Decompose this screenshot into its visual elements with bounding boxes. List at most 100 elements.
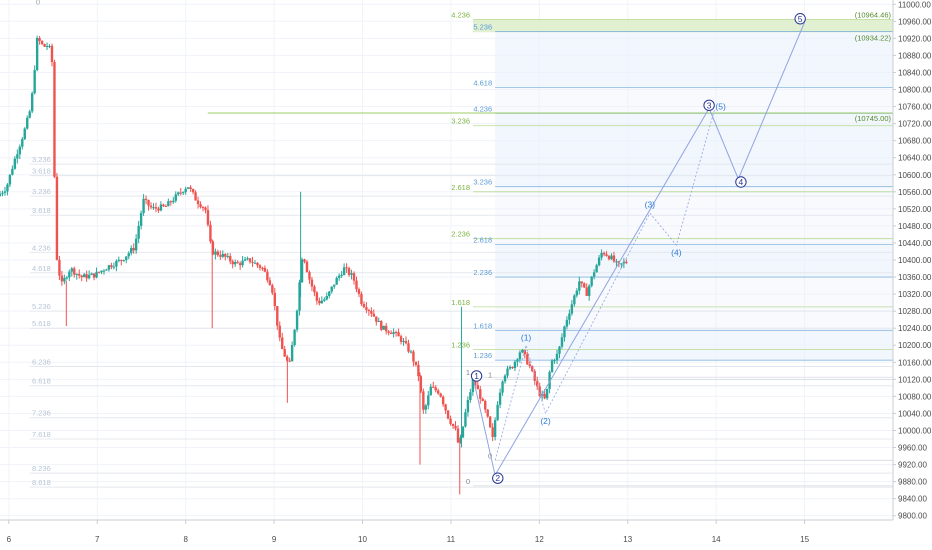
candle-body: [397, 332, 400, 337]
candle-body: [352, 273, 356, 281]
candle-body: [382, 325, 385, 330]
fib-projection-label: 4.236: [451, 11, 470, 20]
candle-body: [134, 238, 138, 251]
candle-body: [496, 404, 499, 421]
candle-body: [216, 251, 220, 256]
wave-circle-marker: [794, 13, 806, 25]
y-tick-label: 10200.00: [898, 341, 932, 350]
y-tick-label: 10360.00: [898, 273, 932, 282]
fib-left-label: 3.236: [32, 187, 51, 196]
wave-circle-label: 3: [707, 100, 712, 110]
fib-left-label: 7.618: [32, 430, 51, 439]
candle-body: [58, 259, 61, 276]
wave-paren-label: (5): [715, 102, 726, 112]
fib-projection-label: 1: [488, 370, 492, 379]
candle-body: [21, 139, 24, 147]
candle-body: [444, 404, 447, 411]
candle-body: [573, 295, 576, 305]
candle-body: [466, 399, 470, 413]
candle-body: [181, 192, 185, 194]
candle-body: [162, 204, 165, 207]
x-tick-label: 9: [272, 535, 277, 544]
wave-paren-label: (4): [671, 247, 682, 257]
candle-body: [476, 385, 479, 390]
candle-body: [229, 256, 232, 262]
y-tick-label: 10640.00: [898, 154, 932, 163]
candle-body: [8, 174, 12, 185]
candle-body: [451, 423, 455, 426]
candle-body: [491, 427, 494, 437]
candle-body: [263, 267, 267, 272]
candle-body: [16, 154, 19, 159]
candle-body: [196, 200, 200, 205]
candle-body: [479, 389, 482, 399]
x-axis-panel: [0, 520, 932, 550]
candle-body: [65, 277, 69, 279]
candle-body: [112, 266, 116, 268]
candle-body: [130, 248, 133, 254]
fib-zone: [495, 330, 893, 361]
candle-body: [159, 204, 163, 211]
wave-circle-label: 5: [798, 14, 803, 24]
candle-body: [590, 276, 593, 286]
candle-body: [432, 386, 435, 388]
candle-body: [115, 260, 118, 267]
y-tick-label: 10560.00: [898, 188, 932, 197]
candle-body: [68, 271, 71, 278]
candle-body: [553, 360, 556, 362]
candle-body: [268, 280, 272, 286]
fib-projection-label: 1.236: [473, 351, 492, 360]
candle-body: [288, 360, 291, 362]
candle-body: [461, 426, 465, 438]
wave-circle-label: 2: [495, 473, 500, 483]
candle-body: [219, 255, 222, 257]
candle-body: [389, 332, 393, 334]
x-tick-label: 12: [535, 535, 544, 544]
candle-body: [110, 265, 113, 268]
candle-body: [206, 210, 210, 225]
candle-body: [184, 188, 187, 193]
candle-body: [350, 273, 353, 275]
candle-body: [258, 265, 262, 268]
wave-paren-label: (2): [540, 416, 551, 426]
candle-body: [253, 262, 257, 264]
y-tick-label: 10680.00: [898, 137, 932, 146]
candle-body: [357, 289, 361, 294]
candle-body: [38, 38, 41, 41]
candle-body: [139, 213, 143, 226]
candle-body: [132, 248, 135, 251]
candle-body: [261, 267, 264, 269]
candle-body: [436, 390, 440, 394]
candle-body: [427, 395, 430, 406]
candle-body: [414, 361, 418, 365]
candle-body: [313, 286, 316, 293]
green-target-zone: [473, 19, 893, 33]
wave-circle-marker: [703, 99, 715, 111]
candle-body: [610, 255, 613, 260]
candle-body: [325, 296, 328, 300]
candle-body: [221, 253, 225, 257]
x-tick-label: 15: [800, 535, 809, 544]
candle-body: [620, 263, 623, 265]
fib-projection-label: 0: [466, 477, 470, 486]
candle-body: [246, 258, 249, 260]
candle-body: [605, 254, 608, 256]
candle-body: [493, 420, 497, 437]
fib-left-label: 8.236: [32, 464, 51, 473]
candle-body: [11, 168, 14, 175]
fib-projection-label: 4.618: [473, 78, 492, 87]
candle-body: [266, 271, 269, 281]
candle-body: [45, 45, 49, 47]
candle-body: [538, 386, 541, 396]
candle-body: [164, 206, 168, 208]
candle-body: [488, 416, 492, 428]
fib-projection-label: 2.618: [451, 183, 470, 192]
y-tick-label: 11000.00: [898, 0, 931, 9]
candle-body: [172, 200, 175, 203]
y-tick-label: 9960.00: [898, 444, 927, 453]
price-tag: (10964.46): [855, 10, 892, 19]
candle-body: [528, 364, 531, 367]
candle-body: [78, 273, 81, 276]
fib-left-label: 5.236: [32, 302, 51, 311]
candle-body: [211, 241, 215, 255]
